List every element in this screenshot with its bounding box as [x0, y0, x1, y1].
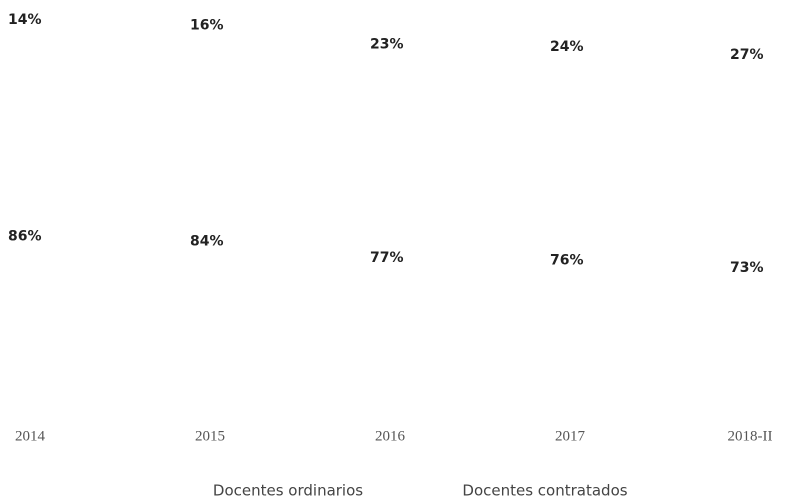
bar-segment: [10, 213, 50, 420]
bar-segment: [730, 180, 770, 245]
value-label: 77%: [370, 250, 404, 266]
x-tick-label: 2017: [555, 428, 586, 444]
bar-segment: [370, 235, 410, 420]
x-tick-label: 2014: [15, 428, 46, 444]
value-label: 23%: [370, 36, 404, 52]
bar-segment: [10, 180, 50, 214]
legend-label: Docentes contratados: [462, 482, 627, 499]
value-label: 14%: [8, 12, 42, 28]
x-tick-label: 2016: [375, 428, 406, 444]
value-label: 73%: [730, 260, 764, 276]
legend-label: Docentes ordinarios: [213, 482, 363, 499]
bar-segment: [550, 237, 590, 420]
value-label: 76%: [550, 253, 584, 269]
bar-segment: [550, 180, 590, 238]
x-tick-label: 2015: [195, 428, 225, 444]
value-label: 24%: [550, 39, 584, 55]
x-tick-label: 2018-II: [728, 428, 773, 444]
value-label: 84%: [190, 233, 224, 249]
bar-segment: [190, 180, 230, 219]
value-label: 86%: [8, 229, 42, 245]
bar-segment: [370, 180, 410, 236]
bar-segment: [190, 218, 230, 420]
value-label: 16%: [190, 17, 224, 33]
bar-segment: [730, 244, 770, 420]
value-label: 27%: [730, 47, 764, 63]
